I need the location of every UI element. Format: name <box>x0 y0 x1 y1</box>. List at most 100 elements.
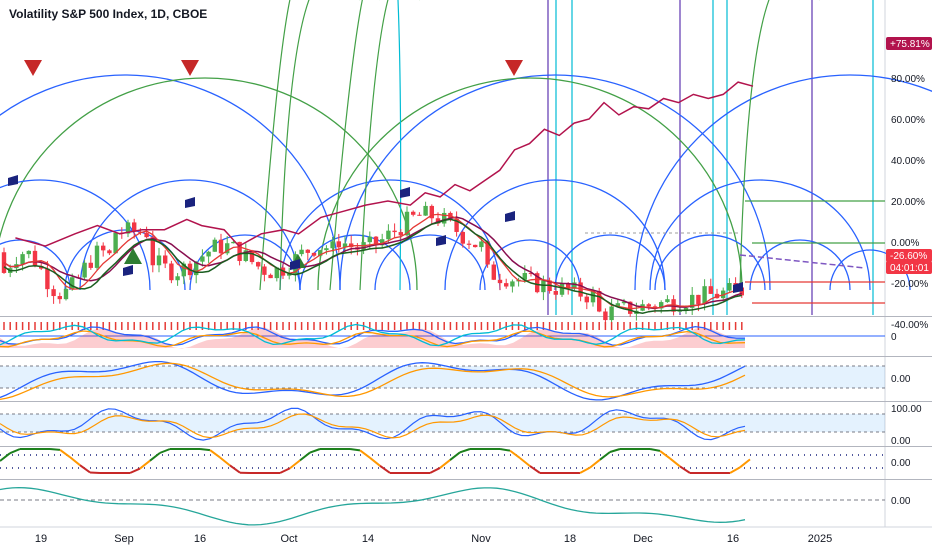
candle-body <box>541 280 546 293</box>
candle-body <box>553 291 558 295</box>
candle-body <box>473 244 478 248</box>
candle-body <box>45 268 50 290</box>
candle-body <box>566 283 571 289</box>
step-segment <box>309 448 321 454</box>
tall-green-curve-2 <box>329 0 380 291</box>
candle-body <box>398 232 403 236</box>
candle-body <box>708 286 713 294</box>
candle-body <box>163 255 168 264</box>
candle-body <box>659 302 664 309</box>
flag-marker-1 <box>8 175 18 186</box>
oscillator-tick-label: 0.00 <box>891 458 911 469</box>
large-blue-arc-3 <box>634 74 932 291</box>
candle-body <box>584 296 589 303</box>
step-segment <box>79 464 91 474</box>
sell-signal-triangle-3 <box>505 60 523 76</box>
candle-body <box>690 294 695 308</box>
time-tick-label: Sep <box>114 533 134 545</box>
price-tick-label: 0.00% <box>891 238 919 249</box>
large-blue-arc-2 <box>339 74 771 291</box>
flag-marker-7 <box>436 235 446 246</box>
step-segment <box>129 467 141 474</box>
candle-body <box>156 255 162 266</box>
step-segment <box>89 471 101 474</box>
step-segment <box>59 449 71 458</box>
candle-body <box>696 294 701 305</box>
candle-body <box>528 273 534 275</box>
flag-marker-2 <box>185 197 195 208</box>
candle-body <box>237 241 242 261</box>
candle-body <box>497 279 503 284</box>
price-badge <box>886 37 932 50</box>
tall-green-curve-4 <box>279 0 360 291</box>
medium-blue-arc-4 <box>444 179 666 291</box>
time-tick-label: 14 <box>362 533 374 545</box>
large-green-arc-1 <box>0 77 418 291</box>
step-segment <box>579 466 591 474</box>
candle-body <box>411 211 416 215</box>
candle-body <box>82 262 87 278</box>
price-badge-label: 04:01:01 <box>890 263 929 274</box>
candle-body <box>342 243 348 248</box>
step-segment <box>669 457 681 468</box>
candle-body <box>63 288 69 300</box>
candle-body <box>491 264 496 280</box>
candle-body <box>243 250 248 261</box>
step-segment <box>369 457 381 467</box>
candle-body <box>535 273 540 293</box>
candle-body <box>32 250 38 266</box>
candle-body <box>386 230 391 240</box>
tall-green-curve-1 <box>259 0 310 291</box>
candle-body <box>88 262 93 268</box>
candle-body <box>683 307 689 311</box>
time-tick-label: 16 <box>727 533 739 545</box>
candle-body <box>26 250 31 255</box>
small-blue-arc-2 <box>64 229 186 291</box>
flag-marker-5 <box>123 265 133 276</box>
large-green-arc-2 <box>317 77 743 291</box>
candle-body <box>132 222 137 232</box>
oscillator-tick-label: 0 <box>891 332 897 343</box>
medium-blue-arc-3 <box>279 179 501 291</box>
time-tick-label: 16 <box>194 533 206 545</box>
oscillator-line-blue <box>0 325 745 347</box>
flag-marker-8 <box>733 282 743 293</box>
oscillator-tick-label: 100.00 <box>891 404 922 415</box>
candle-body <box>101 245 106 251</box>
price-tick-label: 20.00% <box>891 197 925 208</box>
moving-average-green <box>3 218 742 314</box>
step-segment <box>209 449 221 459</box>
candle-body <box>504 283 509 287</box>
rsi-line-blue <box>0 407 746 441</box>
candle-body <box>181 263 186 277</box>
small-blue-arc-5 <box>374 234 486 291</box>
candle-body <box>212 239 217 252</box>
price-tick-label: -40.00% <box>891 320 928 331</box>
candle-body <box>225 243 230 254</box>
step-segment <box>449 451 461 461</box>
candle-body <box>466 243 472 245</box>
candle-body <box>442 212 447 224</box>
candle-body <box>318 250 323 256</box>
tall-green-curve-3 <box>359 0 420 291</box>
candle-body <box>218 239 224 254</box>
candle-body <box>479 241 484 248</box>
step-segment <box>509 449 521 459</box>
step-segment <box>139 459 151 470</box>
step-segment <box>149 452 161 462</box>
step-segment <box>279 467 291 474</box>
step-segment <box>379 464 391 474</box>
price-badge-label: -26.60% <box>890 251 927 262</box>
flag-marker-4 <box>505 211 515 222</box>
step-segment <box>219 456 231 467</box>
candle-body <box>231 241 236 244</box>
momentum-line <box>0 486 746 526</box>
step-segment <box>599 451 611 461</box>
moving-average-dark <box>3 216 743 310</box>
candle-body <box>287 273 292 276</box>
candle-body <box>628 301 633 314</box>
candle-body <box>460 231 465 244</box>
stoch-line-orange <box>0 362 746 401</box>
small-blue-arc-4 <box>299 234 411 291</box>
